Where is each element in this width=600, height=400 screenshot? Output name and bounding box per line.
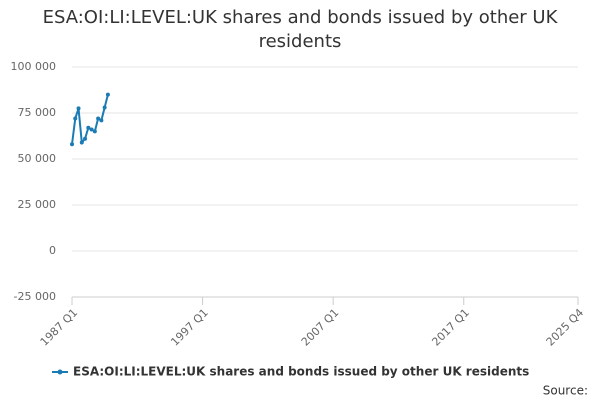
y-tick-label: -25 000 (14, 290, 56, 303)
point (70, 142, 74, 147)
y-tick-label: 100 000 (11, 60, 57, 73)
x-tick-label: 2007 Q1 (299, 306, 342, 349)
x-tick-label: 1997 Q1 (168, 306, 211, 349)
point (86, 125, 91, 130)
point (105, 92, 110, 97)
point (79, 140, 84, 145)
point (76, 106, 81, 111)
y-tick-label: 25 000 (18, 198, 57, 211)
legend-marker (57, 369, 63, 375)
x-tick-label: 2017 Q1 (429, 306, 472, 349)
point (73, 116, 78, 121)
point (89, 127, 94, 132)
y-tick-label: 50 000 (18, 152, 57, 165)
x-tick-label: 2025 Q4 (544, 306, 587, 349)
point (92, 129, 97, 134)
chart-title: ESA:OI:LI:LEVEL:UK shares and bonds issu… (42, 7, 558, 52)
y-tick-label: 0 (49, 244, 56, 257)
point (83, 136, 88, 141)
x-tick-label: 1987 Q1 (38, 306, 81, 349)
legend-label: ESA:OI:LI:LEVEL:UK shares and bonds issu… (73, 365, 529, 379)
point (99, 118, 104, 123)
point (96, 116, 101, 121)
source: Source: (543, 384, 588, 398)
point (102, 105, 107, 110)
y-tick-label: 75 000 (18, 106, 57, 119)
